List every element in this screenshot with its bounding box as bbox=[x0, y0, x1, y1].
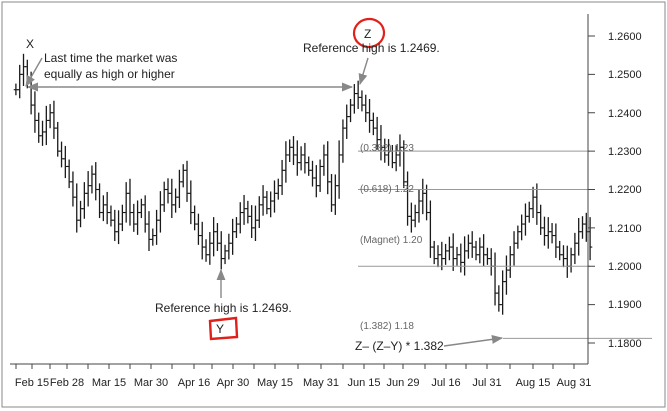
x-tick-label: May 15 bbox=[257, 377, 293, 389]
y-note: Reference high is 1.2469. bbox=[155, 301, 292, 315]
x-tick-label: Apr 16 bbox=[178, 377, 210, 389]
x-tick-labels: Feb 15 Feb 28 Mar 15 Mar 30 Apr 16 Apr 3… bbox=[15, 377, 592, 389]
y-tick-label: 1.2500 bbox=[608, 69, 642, 81]
x-tick-label: Aug 15 bbox=[516, 377, 551, 389]
y-tick-label: 1.2200 bbox=[608, 184, 642, 196]
y-tick-labels: 1.2600 1.2500 1.2400 1.2300 1.2200 1.210… bbox=[608, 31, 642, 350]
x-tick-label: Jul 31 bbox=[472, 377, 501, 389]
z-note: Reference high is 1.2469. bbox=[303, 41, 440, 55]
x-note-arrow bbox=[25, 57, 43, 87]
fib-levels bbox=[358, 150, 652, 339]
y-tick-label: 1.1800 bbox=[608, 338, 642, 350]
x-note-line-2: equally as high or higher bbox=[44, 67, 175, 81]
x-tick-label: Aug 31 bbox=[557, 377, 592, 389]
z-note-arrow bbox=[358, 57, 369, 86]
x-tick-label: Jul 16 bbox=[431, 377, 460, 389]
x-tick-label: Feb 28 bbox=[50, 377, 84, 389]
x-tick-label: Feb 15 bbox=[15, 377, 49, 389]
price-bars bbox=[13, 53, 593, 315]
level-label-magnet: (Magnet) 1.20 bbox=[360, 235, 423, 246]
point-y-label: Y bbox=[216, 322, 224, 336]
projection-note: Z– (Z–Y) * 1.382 bbox=[355, 339, 444, 353]
y-tick-label: 1.2600 bbox=[608, 31, 642, 43]
x-tick-label: Apr 30 bbox=[217, 377, 249, 389]
x-tick-label: Jun 15 bbox=[347, 377, 380, 389]
point-z-label: Z bbox=[364, 27, 371, 41]
point-y: Y bbox=[208, 316, 239, 341]
projection-arrow bbox=[443, 334, 504, 347]
y-tick-label: 1.2400 bbox=[608, 108, 642, 120]
level-label-0382: (0.382) 1.23 bbox=[360, 143, 414, 154]
point-z-circle bbox=[352, 17, 386, 49]
y-tick-label: 1.2300 bbox=[608, 146, 642, 158]
x-tick-label: Mar 15 bbox=[92, 377, 126, 389]
level-label-1382: (1.382) 1.18 bbox=[360, 321, 414, 332]
y-tick-label: 1.2100 bbox=[608, 223, 642, 235]
annotations bbox=[25, 57, 504, 347]
axes bbox=[10, 14, 595, 369]
y-tick-label: 1.2000 bbox=[608, 261, 642, 273]
x-note-line-1: Last time the market was bbox=[44, 51, 177, 65]
y-tick-label: 1.1900 bbox=[608, 299, 642, 311]
x-tick-label: May 31 bbox=[303, 377, 339, 389]
point-y-box bbox=[208, 316, 239, 341]
level-label-0618: (0.618) 1.22 bbox=[360, 184, 414, 195]
x-tick-label: Jun 29 bbox=[386, 377, 419, 389]
x-tick-label: Mar 30 bbox=[134, 377, 168, 389]
point-z: Z bbox=[352, 17, 386, 49]
point-x-label: X bbox=[26, 37, 34, 51]
